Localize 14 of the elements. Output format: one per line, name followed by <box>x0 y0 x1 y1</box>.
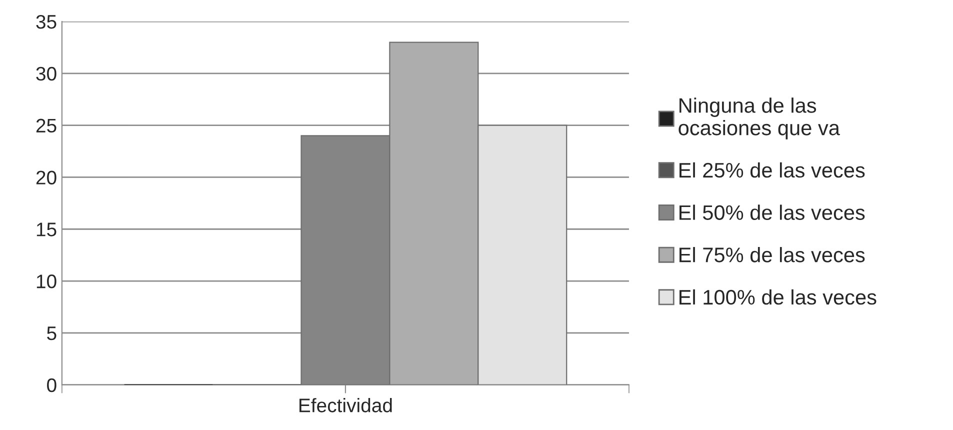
legend-label: El 50% de las veces <box>680 204 865 220</box>
y-tick-label: 0 <box>47 378 56 392</box>
y-tick-label: 15 <box>36 222 56 236</box>
y-tick-label: 30 <box>36 66 56 81</box>
y-tick-label: 5 <box>47 326 56 340</box>
y-tick-label: 35 <box>36 14 56 29</box>
legend-label: El 75% de las veces <box>680 247 865 262</box>
legend-label: El 25% de las veces <box>680 162 865 178</box>
y-tick-label: 10 <box>36 274 56 288</box>
legend-label: El 100% de las veces <box>680 289 876 305</box>
y-tick-label: 20 <box>36 170 56 184</box>
x-tick-label: Efectividad <box>300 398 392 412</box>
legend-label: Ninguna de las ocasiones que va <box>678 98 840 140</box>
y-tick-label: 25 <box>36 118 56 133</box>
